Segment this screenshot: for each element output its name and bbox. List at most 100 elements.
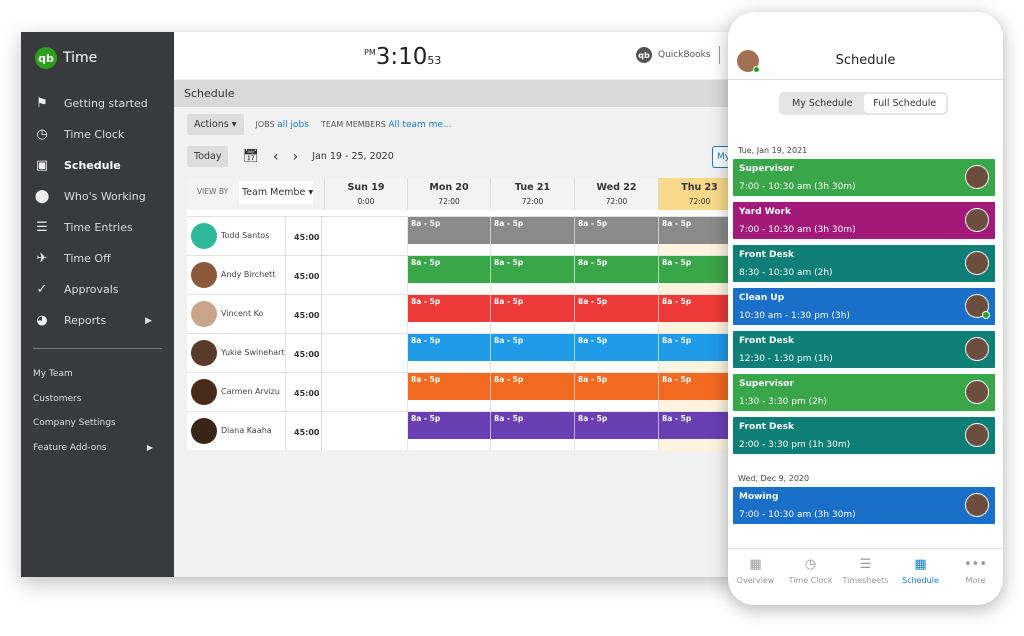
member-name[interactable]: Todd Santos (221, 231, 270, 240)
view-by-select[interactable]: Team Membe ▾ (239, 181, 313, 204)
table-row: Diana Kaaha 45:00 8a - 5p 8a - 5p 8a - 5p 8a … (187, 411, 741, 451)
calendar-icon[interactable]: 📅︎ (242, 149, 259, 164)
tab-timesheets[interactable]: ☰ Timesheets (838, 549, 893, 605)
shift-time: 2:00 - 3:30 pm (1h 30m) (739, 440, 851, 450)
sidebar-item-approvals[interactable]: ✓ Approvals (21, 274, 174, 305)
shift-block[interactable]: 8a - 5p (575, 256, 659, 283)
schedule-cell[interactable]: 8a - 5p (575, 412, 659, 451)
shift-block[interactable]: 8a - 5p (659, 295, 741, 322)
sidebar-item-time-entries[interactable]: ☰ Time Entries (21, 212, 174, 243)
filter-bar: Actions ▾ JOBS all jobs TEAM MEMBERS All… (187, 114, 452, 135)
shift-block[interactable]: 8a - 5p (408, 373, 491, 400)
shift-block[interactable]: 8a - 5p (491, 217, 575, 244)
schedule-cell[interactable]: 8a - 5p (575, 373, 659, 412)
shift-block[interactable]: 8a - 5p (408, 256, 491, 283)
shift-block[interactable]: 8a - 5p (575, 373, 659, 400)
shift-block[interactable]: 8a - 5p (575, 334, 659, 361)
sidebar-item-time-clock[interactable]: ◷ Time Clock (21, 119, 174, 150)
next-week-button[interactable]: › (292, 148, 299, 165)
schedule-cell[interactable]: 8a - 5p (575, 256, 659, 295)
schedule-cell[interactable]: 8a - 5p (408, 373, 491, 412)
shift-block[interactable]: 8a - 5p (491, 256, 575, 283)
shift-block[interactable]: 8a - 5p (659, 373, 741, 400)
schedule-cell[interactable]: 8a - 5p (408, 412, 491, 451)
divider (719, 46, 720, 64)
avatar[interactable] (737, 50, 760, 73)
schedule-cell[interactable] (325, 373, 408, 412)
app-logo[interactable]: qb Time (35, 47, 97, 69)
sidebar-item-reports[interactable]: ◕ Reports ▶ (21, 305, 174, 336)
shift-block[interactable]: 8a - 5p (491, 412, 575, 439)
schedule-cell[interactable]: 8a - 5p (659, 373, 741, 412)
shift-card[interactable]: Front Desk 12:30 - 1:30 pm (1h) (733, 331, 995, 368)
tab-more[interactable]: ••• More (948, 549, 1003, 605)
member-name[interactable]: Diana Kaaha (221, 426, 272, 435)
shift-card[interactable]: Supervisor 1:30 - 3:30 pm (2h) (733, 374, 995, 411)
shift-card[interactable]: Front Desk 2:00 - 3:30 pm (1h 30m) (733, 417, 995, 454)
member-name[interactable]: Vincent Ko (221, 309, 264, 318)
schedule-cell[interactable]: 8a - 5p (491, 295, 575, 334)
schedule-cell[interactable]: 8a - 5p (491, 217, 575, 256)
my-schedule-tab[interactable]: My Schedule (792, 98, 853, 109)
sidebar-item-getting-started[interactable]: ⚑ Getting started (21, 88, 174, 119)
schedule-cell[interactable] (325, 295, 408, 334)
full-schedule-tab[interactable]: Full Schedule (863, 94, 946, 113)
schedule-cell[interactable]: 8a - 5p (491, 256, 575, 295)
shift-block[interactable]: 8a - 5p (575, 295, 659, 322)
avatar (965, 251, 989, 275)
shift-block[interactable]: 8a - 5p (575, 217, 659, 244)
schedule-cell[interactable]: 8a - 5p (491, 412, 575, 451)
shift-card[interactable]: Clean Up 10:30 am - 1:30 pm (3h) (733, 288, 995, 325)
quickbooks-link[interactable]: qb QuickBooks (636, 47, 711, 63)
schedule-cell[interactable]: 8a - 5p (659, 412, 741, 451)
schedule-cell[interactable] (325, 217, 408, 256)
shift-card[interactable]: Mowing 7:00 - 10:30 am (3h 30m) (733, 487, 995, 524)
schedule-cell[interactable]: 8a - 5p (491, 334, 575, 373)
schedule-cell[interactable]: 8a - 5p (408, 256, 491, 295)
shift-block[interactable]: 8a - 5p (408, 412, 491, 439)
team-filter[interactable]: All team me... (388, 119, 452, 130)
shift-block[interactable]: 8a - 5p (408, 334, 491, 361)
schedule-cell[interactable] (325, 334, 408, 373)
member-hours: 45:00 (285, 217, 322, 256)
shift-block[interactable]: 8a - 5p (491, 334, 575, 361)
day-header: Sun 19 0:00 (325, 178, 408, 210)
shift-block[interactable]: 8a - 5p (408, 295, 491, 322)
member-name[interactable]: Carmen Arvizu (221, 387, 280, 396)
sidebar-item-time-off[interactable]: ✈ Time Off (21, 243, 174, 274)
shift-block[interactable]: 8a - 5p (659, 256, 741, 283)
tab-overview[interactable]: ▦ Overview (728, 549, 783, 605)
schedule-cell[interactable]: 8a - 5p (408, 217, 491, 256)
shift-block[interactable]: 8a - 5p (491, 373, 575, 400)
schedule-cell[interactable]: 8a - 5p (659, 334, 741, 373)
sidebar-link-feature-add-ons[interactable]: Feature Add-ons ▶ (33, 436, 163, 461)
shift-block[interactable]: 8a - 5p (575, 412, 659, 439)
shift-card[interactable]: Supervisor 7:00 - 10:30 am (3h 30m) (733, 159, 995, 196)
sidebar-link-company-settings[interactable]: Company Settings (33, 411, 163, 436)
sidebar-link-customers[interactable]: Customers (33, 387, 163, 412)
schedule-cell[interactable]: 8a - 5p (575, 217, 659, 256)
shift-card[interactable]: Front Desk 8:30 - 10:30 am (2h) (733, 245, 995, 282)
member-name[interactable]: Yukie Swinehart (221, 348, 285, 357)
schedule-cell[interactable]: 8a - 5p (408, 295, 491, 334)
prev-week-button[interactable]: ‹ (273, 148, 279, 165)
schedule-cell[interactable] (325, 412, 408, 451)
member-name[interactable]: Andy Birchett (221, 270, 276, 279)
schedule-cell[interactable]: 8a - 5p (491, 373, 575, 412)
shift-block[interactable]: 8a - 5p (659, 412, 741, 439)
sidebar-item-schedule[interactable]: ▣ Schedule (21, 150, 174, 181)
schedule-cell[interactable] (325, 256, 408, 295)
tab-time-clock[interactable]: ◷ Time Clock (783, 549, 838, 605)
sidebar-link-my-team[interactable]: My Team (33, 362, 163, 387)
shift-block[interactable]: 8a - 5p (491, 295, 575, 322)
schedule-cell[interactable]: 8a - 5p (408, 334, 491, 373)
shift-block[interactable]: 8a - 5p (408, 217, 491, 244)
schedule-cell[interactable]: 8a - 5p (575, 295, 659, 334)
sidebar-item-who-s-working[interactable]: ⬤ Who's Working (21, 181, 174, 212)
jobs-filter[interactable]: all jobs (277, 119, 309, 130)
tab-schedule[interactable]: ▦ Schedule (893, 549, 948, 605)
today-button[interactable]: Today (187, 146, 229, 167)
shift-card[interactable]: Yard Work 7:00 - 10:30 am (3h 30m) (733, 202, 995, 239)
actions-dropdown[interactable]: Actions ▾ (187, 114, 244, 135)
schedule-cell[interactable]: 8a - 5p (575, 334, 659, 373)
